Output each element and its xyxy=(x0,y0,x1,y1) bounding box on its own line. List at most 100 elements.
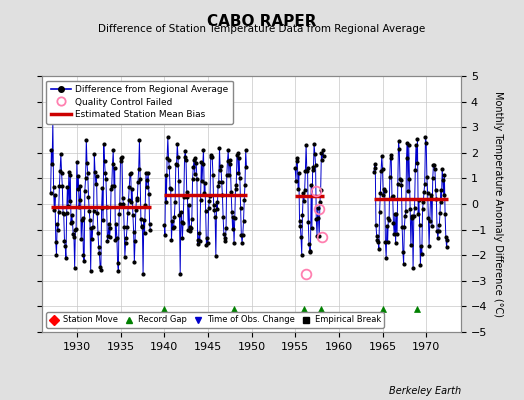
Point xyxy=(412,160,421,166)
Point xyxy=(66,172,74,178)
Point xyxy=(400,224,409,230)
Point xyxy=(234,170,243,176)
Point xyxy=(165,156,173,163)
Point xyxy=(407,242,415,248)
Point xyxy=(168,218,177,224)
Point xyxy=(78,217,86,223)
Point xyxy=(74,173,82,180)
Point xyxy=(235,155,243,162)
Point xyxy=(435,222,443,229)
Point xyxy=(118,195,127,201)
Point xyxy=(89,223,97,230)
Point xyxy=(227,208,236,215)
Point xyxy=(214,178,223,185)
Point xyxy=(208,154,216,160)
Point xyxy=(180,194,188,200)
Point xyxy=(161,231,169,238)
Point xyxy=(185,202,193,208)
Point xyxy=(319,147,327,153)
Point xyxy=(56,168,64,174)
Point xyxy=(413,136,422,143)
Point xyxy=(434,228,443,234)
Point xyxy=(60,211,68,218)
Point xyxy=(380,186,388,192)
Point xyxy=(129,228,138,235)
Point xyxy=(128,186,136,192)
Point xyxy=(178,235,187,242)
Point xyxy=(195,238,204,244)
Point xyxy=(386,152,395,158)
Point xyxy=(73,159,81,166)
Point xyxy=(310,141,318,148)
Point xyxy=(143,184,151,190)
Point xyxy=(167,185,175,192)
Point xyxy=(173,141,181,147)
Point xyxy=(129,212,137,218)
Point xyxy=(107,185,115,192)
Point xyxy=(197,159,205,166)
Y-axis label: Monthly Temperature Anomaly Difference (°C): Monthly Temperature Anomaly Difference (… xyxy=(493,91,503,317)
Point xyxy=(162,199,170,205)
Point xyxy=(189,164,198,170)
Point xyxy=(101,170,110,176)
Point xyxy=(216,167,224,173)
Point xyxy=(127,199,136,206)
Point xyxy=(163,134,172,140)
Point xyxy=(312,216,321,222)
Point xyxy=(406,206,414,212)
Point xyxy=(371,160,379,167)
Point xyxy=(442,234,450,240)
Point xyxy=(403,140,411,146)
Point xyxy=(134,179,142,186)
Point xyxy=(193,241,202,247)
Point xyxy=(138,223,147,229)
Point xyxy=(433,228,441,234)
Point xyxy=(314,214,323,221)
Point xyxy=(94,244,103,250)
Legend: Station Move, Record Gap, Time of Obs. Change, Empirical Break: Station Move, Record Gap, Time of Obs. C… xyxy=(46,312,384,328)
Point xyxy=(94,230,102,236)
Point xyxy=(209,172,217,178)
Point xyxy=(293,158,301,165)
Point xyxy=(184,226,192,233)
Point xyxy=(304,219,312,225)
Point xyxy=(121,253,129,260)
Point xyxy=(201,180,209,186)
Point xyxy=(84,194,93,200)
Point xyxy=(114,268,123,274)
Point xyxy=(223,172,231,178)
Point xyxy=(199,161,207,167)
Point xyxy=(165,164,173,170)
Point xyxy=(62,255,70,262)
Point xyxy=(225,172,233,178)
Point xyxy=(211,214,220,220)
Point xyxy=(190,157,198,164)
Point xyxy=(212,253,220,259)
Point xyxy=(50,207,59,213)
Point xyxy=(370,164,379,171)
Point xyxy=(389,219,398,226)
Point xyxy=(416,262,424,268)
Point xyxy=(53,220,61,227)
Point xyxy=(174,178,183,184)
Point xyxy=(311,150,319,157)
Point xyxy=(59,209,67,216)
Point xyxy=(317,150,325,157)
Point xyxy=(177,209,185,215)
Point xyxy=(77,183,85,190)
Point xyxy=(318,157,326,163)
Point xyxy=(67,220,75,226)
Point xyxy=(215,145,224,152)
Point xyxy=(99,217,107,223)
Point xyxy=(206,193,214,199)
Point xyxy=(64,203,72,210)
Point xyxy=(232,182,241,188)
Point xyxy=(395,138,403,144)
Point xyxy=(122,240,130,246)
Point xyxy=(172,162,181,168)
Point xyxy=(443,236,452,243)
Point xyxy=(179,219,187,226)
Point xyxy=(83,170,92,177)
Point xyxy=(98,184,106,191)
Text: Berkeley Earth: Berkeley Earth xyxy=(389,386,461,396)
